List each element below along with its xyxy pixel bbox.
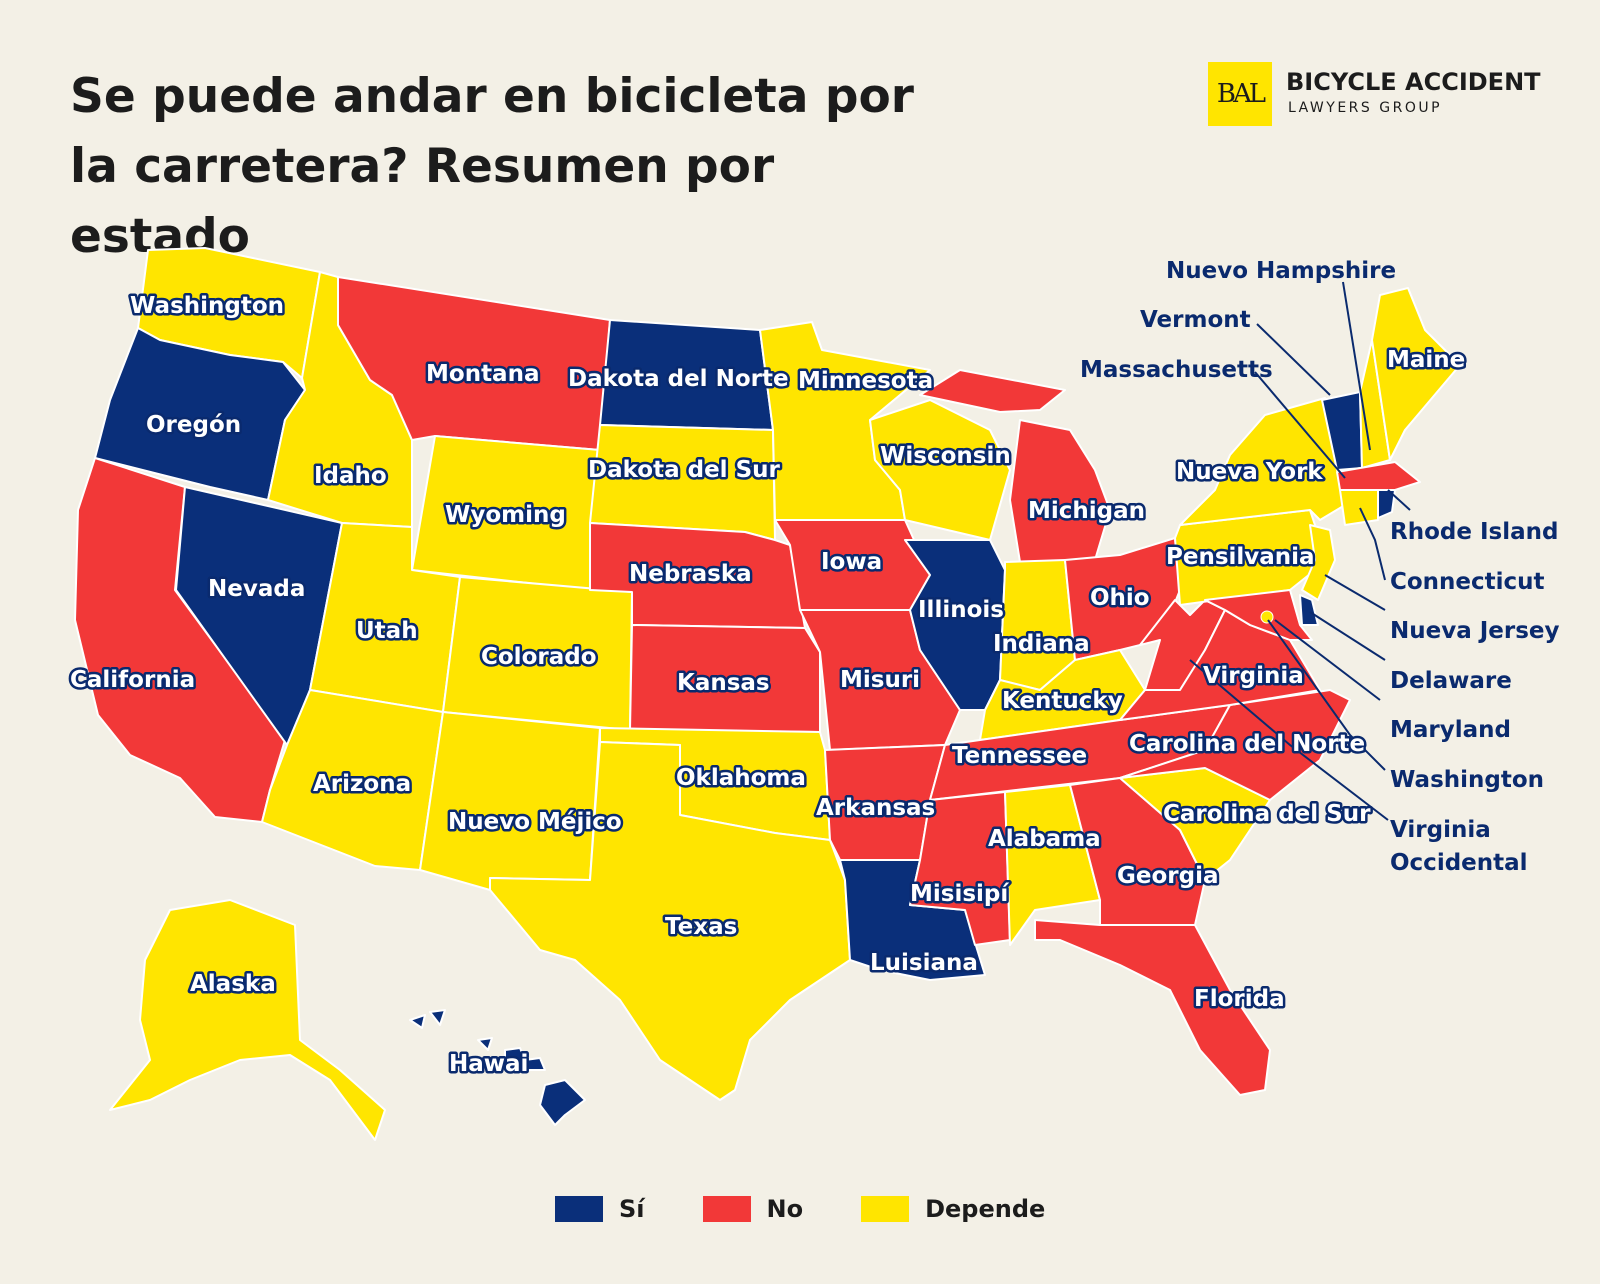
label-ohio: Ohio [1090,585,1150,611]
label-wisconsin: Wisconsin [880,443,1011,469]
callout-vermont: Vermont [1140,307,1251,333]
callout-virginia-occidental-1: Virginia [1390,817,1491,843]
state-michigan [919,369,1111,563]
callout-connecticut: Connecticut [1390,569,1545,595]
label-pensilvania: Pensilvania [1166,544,1315,570]
label-michigan: Michigan [1028,498,1145,524]
callout-nuevo-hampshire: Nuevo Hampshire [1166,258,1396,284]
label-hawai: Hawai [449,1051,528,1077]
label-minnesota: Minnesota [798,368,933,394]
label-maine: Maine [1387,347,1465,373]
label-montana: Montana [426,361,539,387]
state-alaska [109,899,386,1141]
label-dakota-sur: Dakota del Sur [588,457,781,483]
logo-name: BICYCLE ACCIDENT [1286,68,1541,96]
legend: Sí No Depende [555,1192,1103,1226]
callout-labels: Nuevo Hampshire Vermont Massachusetts Rh… [1080,258,1560,876]
label-iowa: Iowa [821,549,882,575]
label-nebraska: Nebraska [629,561,752,587]
leader-lines [1189,281,1411,821]
legend-item-si: Sí [555,1195,645,1223]
label-carolina-sur: Carolina del Sur [1163,801,1371,827]
callout-nueva-jersey: Nueva Jersey [1390,618,1560,644]
label-kentucky: Kentucky [1002,688,1123,714]
callout-washington-dc: Washington [1390,767,1544,793]
state-hawai [409,1009,586,1126]
state-kansas [629,624,821,733]
label-nuevo-mejico: Nuevo Méjico [448,809,622,835]
label-illinois: Illinois [918,597,1004,623]
label-tennessee: Tennessee [952,743,1087,769]
logo-mark: BAL [1208,62,1272,126]
brand-logo: BAL BICYCLE ACCIDENT LAWYERS GROUP [1208,62,1541,126]
label-alaska: Alaska [190,971,276,997]
label-virginia: Virginia [1203,663,1304,689]
state-illinois [904,539,1006,711]
legend-item-depende: Depende [861,1195,1045,1223]
label-washington: Washington [130,293,284,319]
callout-maryland: Maryland [1390,717,1511,743]
state-delaware [1299,594,1319,626]
label-colorado: Colorado [481,644,597,670]
label-oklahoma: Oklahoma [676,765,806,791]
callout-virginia-occidental-2: Occidental [1390,850,1528,876]
label-wyoming: Wyoming [445,502,566,528]
label-nevada: Nevada [208,576,305,602]
label-georgia: Georgia [1117,863,1219,889]
label-idaho: Idaho [314,463,387,489]
label-carolina-norte: Carolina del Norte [1129,731,1365,757]
state-labels: Washington Oregón California Nevada Idah… [68,291,1468,1080]
state-maine [1371,287,1461,461]
label-misuri: Misuri [840,667,920,693]
label-arkansas: Arkansas [816,795,935,821]
state-florida [1034,919,1271,1096]
label-florida: Florida [1194,986,1285,1012]
legend-label-depende: Depende [925,1195,1046,1223]
state-nuevo-mejico [419,711,601,891]
label-oregon: Oregón [146,412,241,438]
page-title: Se puede andar en bicicleta por la carre… [70,69,914,264]
callout-delaware: Delaware [1390,668,1512,694]
state-nueva-jersey [1301,524,1336,601]
logo-subtitle: LAWYERS GROUP [1288,100,1443,116]
legend-label-si: Sí [619,1195,645,1223]
state-washington-dc [1260,610,1274,624]
legend-swatch-no [702,1196,751,1222]
legend-label-no: No [766,1195,804,1223]
label-misisipi: Misisipí [910,881,1009,907]
state-alabama [1004,784,1101,946]
legend-swatch-si [555,1196,603,1222]
state-texas [489,741,851,1101]
label-dakota-norte: Dakota del Norte [568,366,789,392]
state-massachusetts [1336,461,1421,491]
label-texas: Texas [665,914,737,940]
label-utah: Utah [356,618,418,644]
state-connecticut [1339,489,1379,526]
label-luisiana: Luisiana [870,950,978,976]
label-indiana: Indiana [993,631,1090,657]
callout-rhode-island: Rhode Island [1390,519,1558,545]
label-alabama: Alabama [988,826,1101,852]
label-kansas: Kansas [677,670,770,696]
label-nueva-york: Nueva York [1176,459,1323,485]
legend-item-no: No [702,1195,804,1223]
label-california: California [70,667,195,693]
legend-swatch-depende [861,1196,910,1222]
callout-massachusetts: Massachusetts [1080,357,1273,383]
label-arizona: Arizona [313,771,411,797]
